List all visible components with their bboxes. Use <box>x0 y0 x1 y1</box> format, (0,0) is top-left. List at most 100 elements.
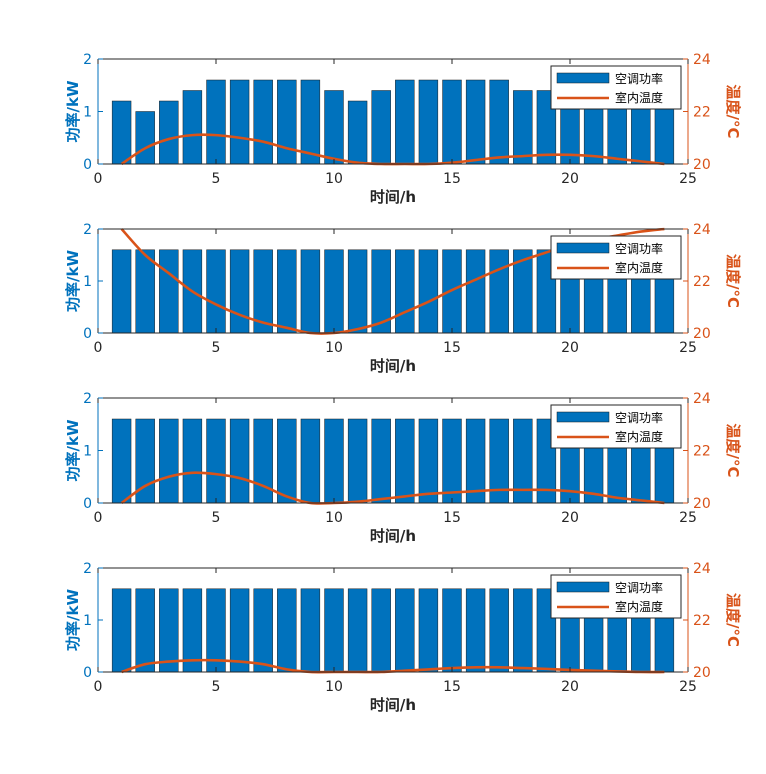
power-bar <box>418 79 439 165</box>
legend-label-temperature: 室内温度 <box>615 260 663 275</box>
power-bar <box>111 100 132 165</box>
power-bar <box>135 588 155 673</box>
temperature-line <box>120 471 665 505</box>
y-tick-label-right: 20 <box>693 496 711 512</box>
power-bar <box>347 100 368 165</box>
y-tick-label-left: 1 <box>83 444 92 460</box>
x-tick-label: 5 <box>212 171 221 187</box>
x-tick-label: 10 <box>325 171 343 187</box>
power-bar <box>347 418 368 504</box>
power-bar <box>489 588 509 673</box>
x-tick-label: 0 <box>94 679 103 695</box>
y-tick-label-right: 20 <box>693 157 711 173</box>
legend-label-temperature: 室内温度 <box>615 429 663 444</box>
power-bar <box>371 418 391 504</box>
legend-swatch-power <box>556 411 610 423</box>
power-bar <box>442 79 462 165</box>
y-tick-label-left: 0 <box>83 326 92 342</box>
legend-label-power: 空调功率 <box>615 71 663 86</box>
power-bar <box>465 79 486 165</box>
x-tick-label: 15 <box>443 340 461 356</box>
x-tick-label: 25 <box>679 679 697 695</box>
power-bar <box>418 588 439 673</box>
power-bar <box>347 249 368 334</box>
y-axis-label-right: 温度/°C <box>724 424 742 478</box>
power-bar <box>253 588 273 673</box>
y-tick-label-right: 20 <box>693 326 711 342</box>
legend-label-power: 空调功率 <box>615 410 663 425</box>
x-tick-label: 10 <box>325 510 343 526</box>
power-bar <box>229 249 250 334</box>
power-bar <box>418 418 439 504</box>
y-tick-label-right: 20 <box>693 665 711 681</box>
y-axis-label-left: 功率/kW <box>64 80 82 142</box>
x-tick-label: 0 <box>94 171 103 187</box>
x-axis-label: 时间/h <box>370 527 416 545</box>
y-tick-label-right: 22 <box>693 105 711 121</box>
y-tick-label-left: 2 <box>83 391 92 407</box>
y-axis-label-left: 功率/kW <box>64 250 82 312</box>
power-bar <box>229 418 250 504</box>
x-axis-label: 时间/h <box>370 357 416 375</box>
power-bar <box>229 588 250 673</box>
x-tick-label: 10 <box>325 340 343 356</box>
y-tick-label-left: 0 <box>83 665 92 681</box>
power-bar <box>253 418 273 504</box>
x-tick-label: 20 <box>561 171 579 187</box>
y-tick-label-right: 22 <box>693 444 711 460</box>
x-tick-label: 25 <box>679 510 697 526</box>
x-tick-label: 15 <box>443 679 461 695</box>
power-bar <box>324 418 344 504</box>
y-tick-label-right: 24 <box>693 222 711 238</box>
y-tick-label-right: 24 <box>693 391 711 407</box>
power-bar <box>395 79 415 165</box>
power-bar <box>277 79 297 165</box>
legend-label-power: 空调功率 <box>615 580 663 595</box>
x-tick-label: 5 <box>212 340 221 356</box>
y-tick-label-right: 22 <box>693 613 711 629</box>
y-axis-label-right: 温度/°C <box>724 593 742 647</box>
x-tick-label: 15 <box>443 171 461 187</box>
power-bar <box>418 249 439 334</box>
power-bar <box>489 249 509 334</box>
y-tick-label-left: 2 <box>83 222 92 238</box>
y-tick-label-left: 0 <box>83 496 92 512</box>
y-axis-label-left: 功率/kW <box>64 589 82 651</box>
power-bar <box>229 79 250 165</box>
power-bar <box>395 418 415 504</box>
power-bar <box>277 249 297 334</box>
x-tick-label: 0 <box>94 340 103 356</box>
power-bar <box>206 418 226 504</box>
power-bar <box>371 90 391 165</box>
legend-label-temperature: 室内温度 <box>615 90 663 105</box>
power-bar <box>253 79 273 165</box>
y-tick-label-right: 24 <box>693 52 711 68</box>
power-bar <box>513 90 533 165</box>
y-tick-label-left: 0 <box>83 157 92 173</box>
power-bar <box>159 100 179 165</box>
power-bar <box>135 111 155 165</box>
power-bar <box>277 588 297 673</box>
power-bar <box>206 79 226 165</box>
x-tick-label: 20 <box>561 340 579 356</box>
power-bar <box>489 79 509 165</box>
power-bar <box>300 249 321 334</box>
legend-swatch-power <box>556 72 610 84</box>
y-tick-label-left: 2 <box>83 561 92 577</box>
power-bar <box>159 588 179 673</box>
y-tick-label-left: 2 <box>83 52 92 68</box>
power-bar <box>159 249 179 334</box>
power-bar <box>513 588 533 673</box>
x-tick-label: 5 <box>212 510 221 526</box>
legend-label-power: 空调功率 <box>615 241 663 256</box>
y-tick-label-left: 1 <box>83 613 92 629</box>
legend-label-temperature: 室内温度 <box>615 599 663 614</box>
power-bar <box>300 418 321 504</box>
y-axis-label-right: 温度/°C <box>724 254 742 308</box>
power-bar <box>324 249 344 334</box>
legend-swatch-power <box>556 581 610 593</box>
